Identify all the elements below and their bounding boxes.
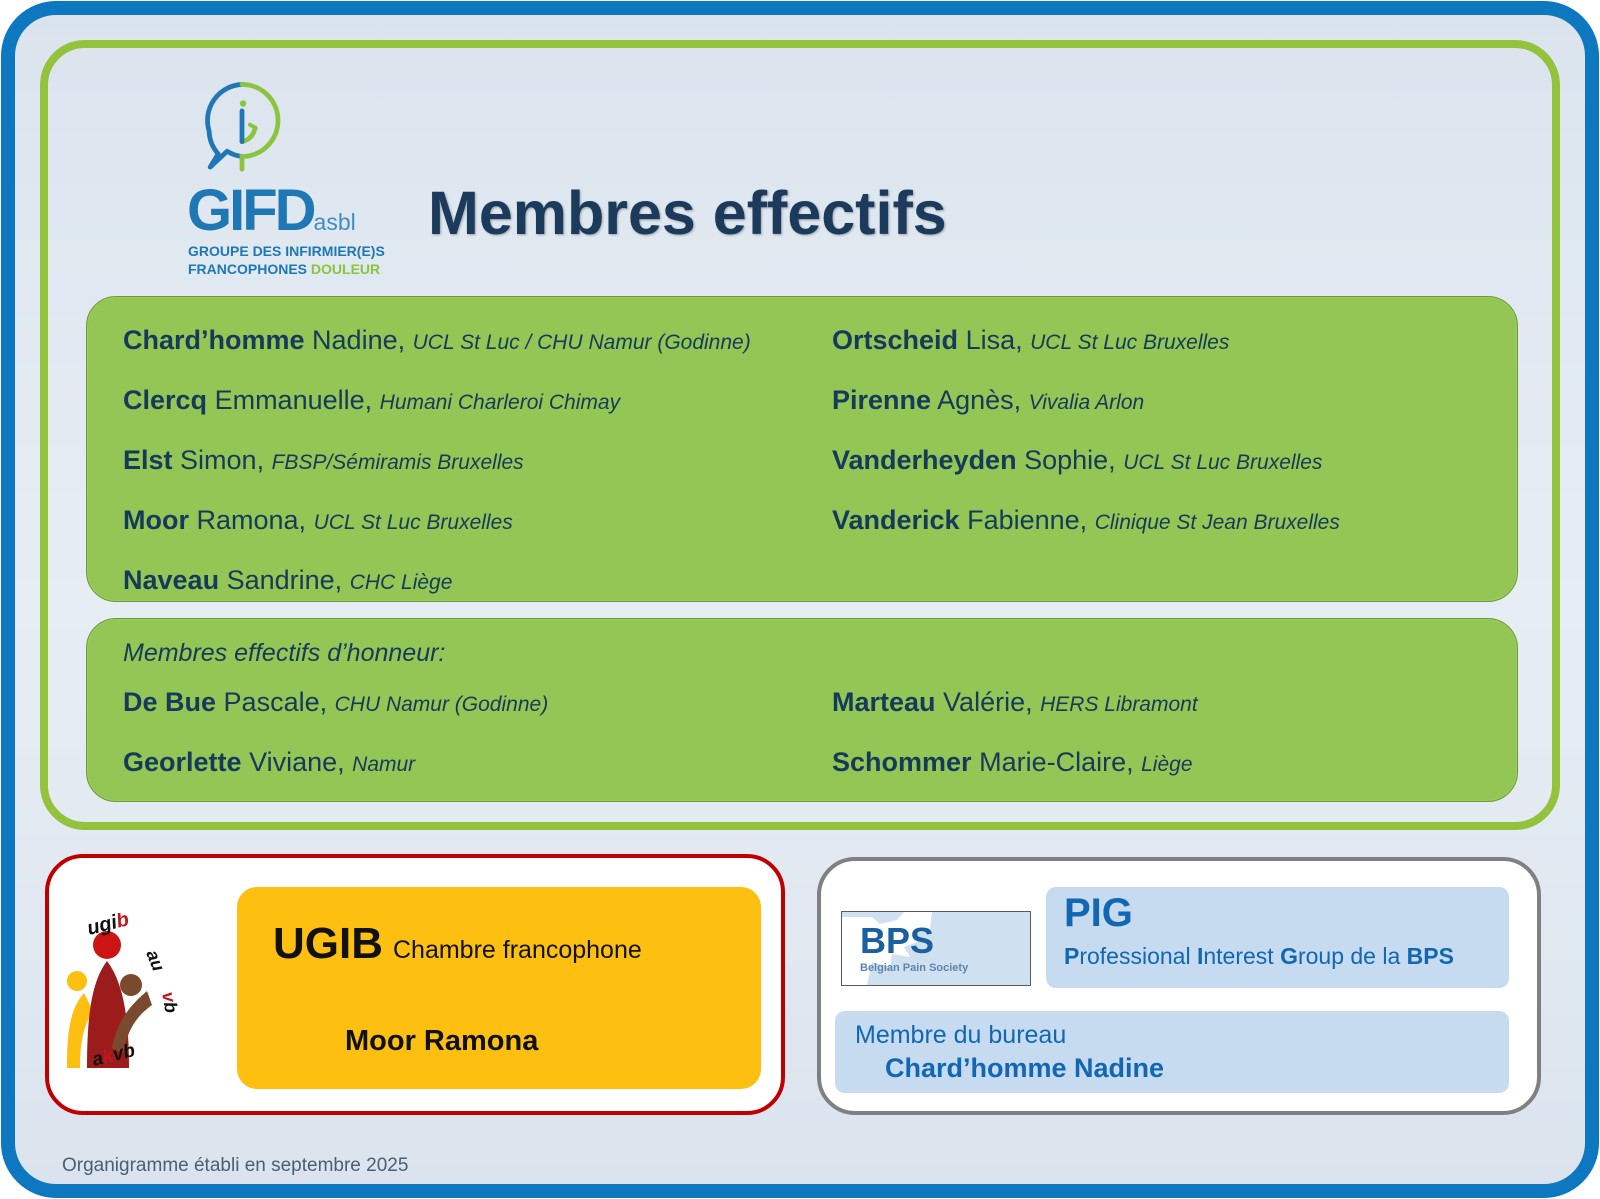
svg-text:vb: vb <box>158 990 181 1014</box>
svg-text:au: au <box>142 947 168 974</box>
